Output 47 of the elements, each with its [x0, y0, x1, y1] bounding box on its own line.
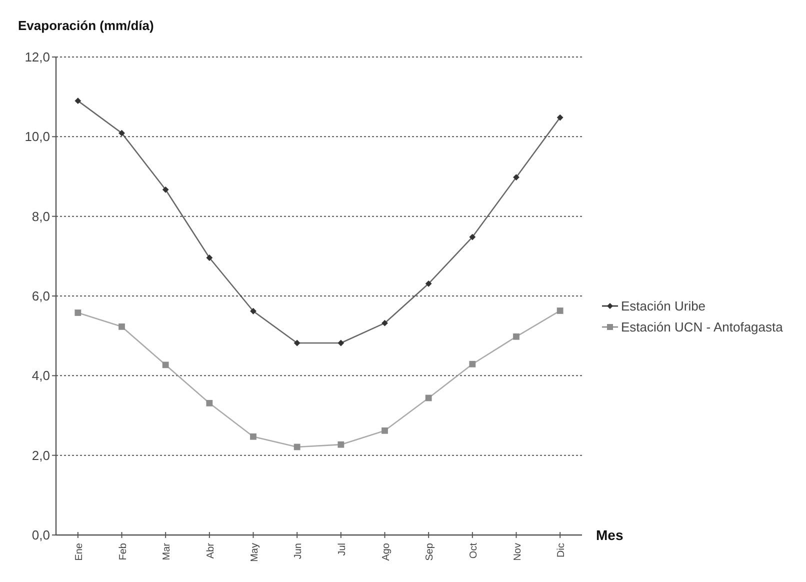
point [294, 444, 300, 450]
point [425, 394, 432, 402]
point [118, 130, 125, 136]
x-tick-label: Jul [336, 543, 348, 556]
point [382, 320, 388, 326]
x-tick-label: Feb [118, 542, 129, 560]
point [250, 433, 256, 440]
x-tick-label: Mar [162, 542, 173, 560]
y-tick-label: 2,0 [32, 448, 50, 463]
x-tick-label: Jun [293, 543, 304, 560]
y-tick-label: 0,0 [32, 528, 50, 543]
point [294, 340, 300, 346]
x-tick-label: Sep [424, 542, 436, 561]
point [162, 186, 169, 193]
x-tick-label: Nov [512, 543, 524, 561]
x-axis-title: Mes [596, 527, 624, 543]
point [74, 98, 82, 104]
x-tick-label: Ago [380, 542, 392, 561]
point [250, 308, 256, 314]
x-tick-label: Dic [556, 543, 568, 558]
x-tick-label: May [249, 543, 260, 562]
x-tick-label: Ene [74, 542, 85, 561]
y-axis-title: Evaporación (mm/día) [18, 18, 154, 33]
point [162, 362, 169, 368]
y-tick-label: 12,0 [24, 50, 50, 65]
point [206, 400, 213, 406]
point [118, 323, 125, 330]
legend-label: Estación UCN - Antofagasta [621, 320, 784, 335]
point [469, 360, 476, 368]
point [556, 308, 564, 314]
point [425, 280, 432, 287]
y-tick-label: 6,0 [32, 288, 50, 304]
point [469, 234, 476, 240]
legend-label: Estación Uribe [621, 298, 706, 314]
y-tick-label: 8,0 [32, 208, 50, 224]
point [338, 340, 344, 346]
point [338, 441, 344, 448]
x-tick-label: Oct [468, 542, 480, 559]
point [74, 310, 82, 316]
point [206, 254, 213, 261]
y-tick-label: 4,0 [32, 368, 50, 384]
point [513, 333, 520, 340]
point [382, 427, 388, 434]
x-tick-label: Abr [205, 542, 216, 559]
point [556, 114, 564, 121]
y-tick-label: 10,0 [24, 129, 50, 144]
point [513, 174, 520, 180]
